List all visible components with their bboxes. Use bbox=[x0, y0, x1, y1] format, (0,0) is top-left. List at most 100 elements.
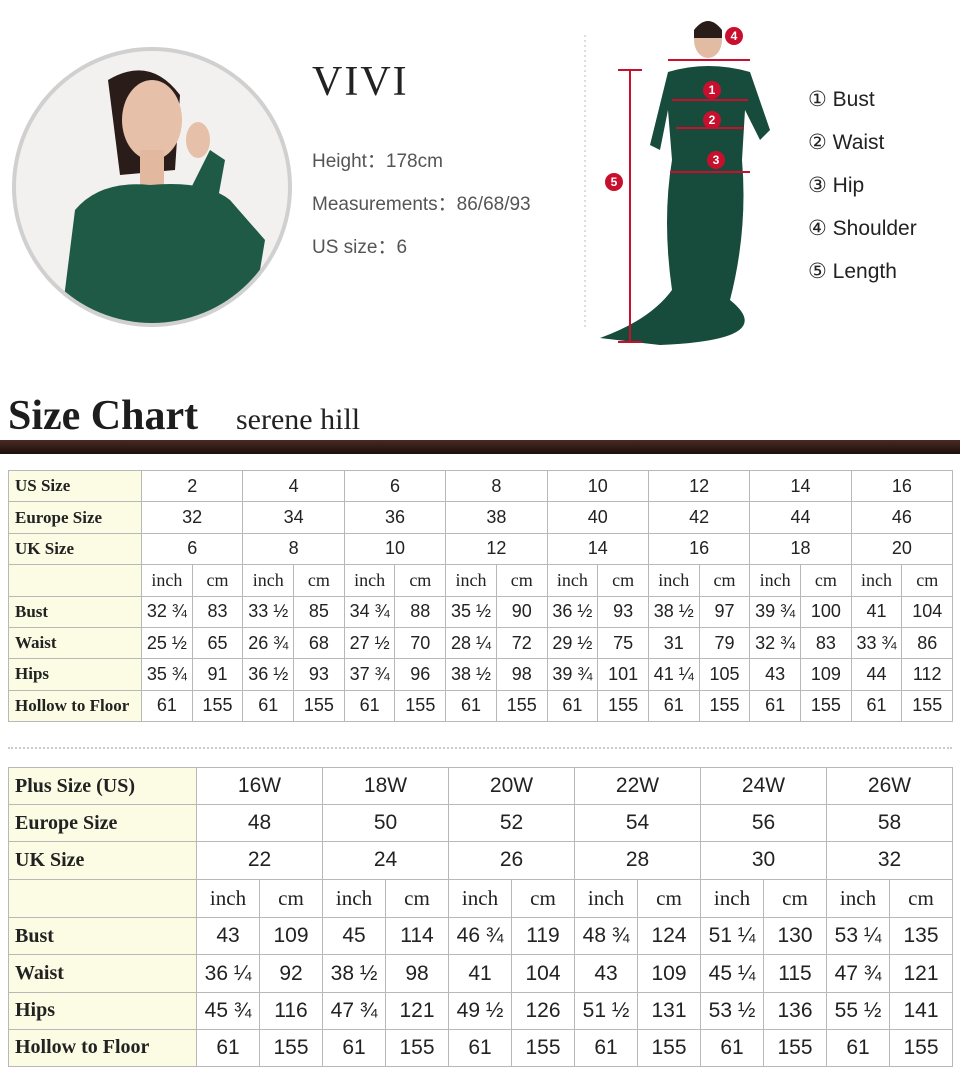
measure-cell: 33 ¾ bbox=[850, 626, 903, 660]
measure-cell: 61 bbox=[242, 689, 295, 723]
unit-row: inch cm inch cm inch cm inch cm inch cm inch cm inch… bbox=[8, 564, 954, 597]
measure-cell: 47 ¾ bbox=[322, 991, 386, 1030]
measure-cell: 155 bbox=[763, 1028, 827, 1068]
size-cell: 32 bbox=[140, 501, 244, 534]
unit-row: inch cm inch cm inch cm inch cm inch cm inch cm bbox=[8, 878, 953, 919]
measure-cell: 90 bbox=[495, 595, 548, 628]
unit-cell: inch bbox=[343, 564, 396, 597]
measure-cell: 53 ¼ bbox=[826, 917, 890, 956]
unit-cell: inch bbox=[826, 878, 890, 919]
measure-cell: 36 ½ bbox=[242, 658, 295, 691]
size-cell: 10 bbox=[546, 469, 649, 503]
unit-cell: cm bbox=[259, 878, 323, 919]
measure-cell: 61 bbox=[322, 1028, 386, 1068]
size-cell: 40 bbox=[546, 501, 649, 534]
measure-cell: 98 bbox=[495, 658, 548, 691]
measure-cell: 83 bbox=[800, 626, 852, 660]
legend-item: ② Waist bbox=[808, 131, 885, 154]
row-label: UK Size bbox=[8, 841, 197, 880]
measure-cell: 115 bbox=[763, 954, 827, 993]
size-row: UK Size 6 8 10 12 14 16 18 20 bbox=[8, 532, 954, 566]
measure-cell: 75 bbox=[597, 626, 649, 660]
measure-cell: 104 bbox=[511, 954, 575, 993]
measure-cell: 121 bbox=[889, 954, 953, 993]
size-cell: 18W bbox=[322, 766, 449, 806]
size-cell: 2 bbox=[140, 469, 244, 503]
measure-cell: 96 bbox=[394, 658, 447, 691]
measure-cell: 155 bbox=[800, 689, 852, 723]
measure-cell: 155 bbox=[191, 689, 244, 723]
measure-cell: 91 bbox=[191, 658, 244, 691]
unit-cell: inch bbox=[322, 878, 386, 919]
measure-cell: 61 bbox=[700, 1028, 764, 1068]
size-cell: 4 bbox=[242, 469, 345, 503]
measure-row: Hollow to Floor 61 155 61 155 61 155 61 155 61 155… bbox=[8, 1028, 953, 1068]
measure-cell: 119 bbox=[511, 917, 575, 956]
row-label: US Size bbox=[8, 469, 142, 503]
unit-cell: inch bbox=[141, 564, 193, 597]
measure-cell: 36 ½ bbox=[546, 595, 599, 628]
unit-cell: cm bbox=[800, 564, 852, 597]
measure-cell: 61 bbox=[546, 689, 599, 723]
size-cell: 58 bbox=[826, 804, 953, 843]
measure-row: Waist 36 ¼ 92 38 ½ 98 41 104 43 109 45 ¼ 115 47 ¾ 12… bbox=[8, 954, 953, 993]
measure-cell: 38 ½ bbox=[322, 954, 386, 993]
measure-cell: 51 ½ bbox=[574, 991, 638, 1030]
measure-cell: 61 bbox=[826, 1028, 890, 1068]
measure-cell: 44 bbox=[850, 658, 903, 691]
size-cell: 20 bbox=[850, 532, 954, 566]
measure-cell: 43 bbox=[574, 954, 638, 993]
measure-cell: 45 ¾ bbox=[196, 991, 260, 1030]
measure-cell: 79 bbox=[698, 626, 751, 660]
measure-cell: 83 bbox=[191, 595, 244, 628]
row-label: UK Size bbox=[8, 532, 142, 566]
size-cell: 22 bbox=[196, 841, 323, 880]
measure-cell: 43 bbox=[196, 917, 260, 956]
measure-cell: 114 bbox=[385, 917, 449, 956]
measure-cell: 41 bbox=[448, 954, 512, 993]
measure-row: Waist 25 ½ 65 26 ¾ 68 27 ½ 70 28 ¼ 72 29 ½ 75 31 79 3… bbox=[8, 626, 954, 660]
measure-cell: 27 ½ bbox=[343, 626, 396, 660]
measure-cell: 85 bbox=[293, 595, 345, 628]
size-cell: 26 bbox=[448, 841, 575, 880]
measure-cell: 131 bbox=[637, 991, 701, 1030]
plus-size-table: Plus Size (US) 16W 18W 20W 22W 24W 26W Europe S… bbox=[8, 766, 953, 1068]
size-cell: 6 bbox=[140, 532, 244, 566]
size-cell: 32 bbox=[826, 841, 953, 880]
size-cell: 18 bbox=[749, 532, 852, 566]
row-label: Hips bbox=[8, 991, 197, 1030]
unit-cell: inch bbox=[647, 564, 700, 597]
measure-cell: 155 bbox=[385, 1028, 449, 1068]
unit-cell: cm bbox=[698, 564, 751, 597]
heading-title: Size Chart bbox=[8, 393, 199, 439]
measure-cell: 36 ¼ bbox=[196, 954, 260, 993]
measure-cell: 43 bbox=[749, 658, 801, 691]
size-cell: 20W bbox=[448, 766, 575, 806]
measure-cell: 39 ¾ bbox=[546, 658, 599, 691]
unit-cell: cm bbox=[597, 564, 649, 597]
marker: 1 bbox=[703, 81, 721, 99]
size-cell: 14 bbox=[546, 532, 649, 566]
size-cell: 48 bbox=[196, 804, 323, 843]
legend-item: ④ Shoulder bbox=[808, 217, 917, 240]
measure-cell: 38 ½ bbox=[647, 595, 700, 628]
measure-cell: 34 ¾ bbox=[343, 595, 396, 628]
unit-cell: inch bbox=[242, 564, 295, 597]
measure-cell: 124 bbox=[637, 917, 701, 956]
measure-cell: 41 ¼ bbox=[647, 658, 700, 691]
measure-cell: 65 bbox=[191, 626, 244, 660]
model-us-size: US size：6 bbox=[312, 237, 408, 258]
unit-cell: inch bbox=[850, 564, 903, 597]
measure-cell: 35 ½ bbox=[445, 595, 497, 628]
measure-cell: 72 bbox=[495, 626, 548, 660]
row-label: Hollow to Floor bbox=[8, 689, 142, 723]
size-cell: 8 bbox=[242, 532, 345, 566]
row-label bbox=[8, 564, 142, 597]
size-cell: 56 bbox=[700, 804, 827, 843]
measure-cell: 155 bbox=[293, 689, 345, 723]
size-cell: 14 bbox=[749, 469, 852, 503]
measure-cell: 105 bbox=[698, 658, 751, 691]
measure-cell: 86 bbox=[901, 626, 954, 660]
measure-cell: 155 bbox=[698, 689, 751, 723]
